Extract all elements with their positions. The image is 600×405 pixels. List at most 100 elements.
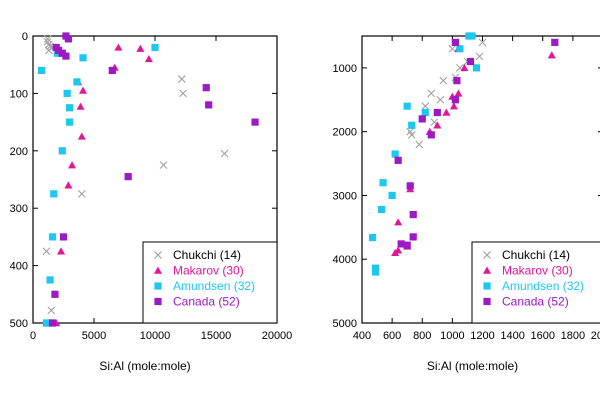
left-legend-marker-canada: [154, 297, 162, 306]
left-point-canada: [58, 49, 66, 57]
left-point-canada: [251, 118, 259, 126]
right-x-tick-label: 1800: [561, 330, 585, 342]
right-point-chukchi-stroke-b: [456, 63, 464, 72]
left-point-chukchi-stroke-b: [220, 149, 229, 158]
left-y-tick-label: 300: [10, 203, 28, 215]
left-y-tick-label: 200: [10, 146, 28, 158]
right-point-makarov: [460, 63, 469, 72]
left-x-tick-label: 0: [30, 330, 36, 342]
right-y-tick-label: 1000: [333, 63, 357, 75]
right-point-canada: [453, 77, 461, 85]
left-point-chukchi: [220, 149, 229, 158]
right-point-makarov: [394, 246, 403, 254]
right-point-canada: [451, 96, 459, 104]
left-point-chukchi: [42, 247, 51, 256]
left-point-amundsen: [46, 276, 54, 284]
left-point-canada: [48, 319, 57, 327]
left-point-amundsen: [66, 118, 74, 126]
left-point-canada: [51, 290, 59, 298]
right-point-canada: [433, 108, 441, 117]
left-y-tick-label: 500: [10, 318, 28, 330]
left-point-chukchi: [177, 75, 186, 83]
right-point-amundsen: [371, 268, 380, 276]
left-legend-box: [142, 241, 278, 324]
left-point-chukchi-stroke-b: [43, 37, 52, 46]
left-point-amundsen: [63, 89, 71, 97]
right-point-chukchi-stroke-b: [436, 95, 445, 104]
right-point-makarov: [454, 89, 463, 97]
left-x-axis-label: Si:Al (mole:mole): [99, 359, 190, 373]
left-legend-label-canada: Canada (52): [173, 295, 240, 309]
right-x-tick-label: 1000: [440, 330, 464, 342]
left-legend-marker-makarov: [154, 266, 162, 274]
right-point-canada: [403, 241, 411, 249]
right-point-makarov: [547, 51, 556, 59]
left-point-makarov: [136, 44, 145, 52]
left-point-chukchi-stroke-b: [47, 306, 56, 315]
right-legend-label-canada: Canada (52): [502, 295, 569, 309]
right-point-canada: [451, 38, 459, 46]
left-point-canada: [62, 52, 70, 60]
right-point-amundsen: [468, 32, 476, 40]
left-legend-label-chukchi: Chukchi (14): [173, 248, 241, 262]
right-point-chukchi: [478, 38, 487, 47]
left-x-tick-label: 10000: [140, 330, 171, 342]
right-point-chukchi: [407, 130, 416, 139]
right-point-chukchi-stroke-b: [406, 127, 415, 136]
right-point-canada: [427, 131, 435, 139]
right-point-makarov: [394, 218, 403, 226]
left-point-chukchi: [43, 37, 52, 46]
left-point-chukchi: [44, 46, 53, 55]
left-point-makarov: [64, 181, 73, 189]
left-legend-marker-amundsen: [154, 282, 162, 290]
right-legend-marker-makarov: [483, 266, 491, 274]
right-point-canada: [409, 233, 417, 241]
right-point-canada: [397, 240, 405, 248]
right-x-tick-label: 600: [383, 330, 401, 342]
right-point-makarov: [449, 102, 458, 110]
right-point-chukchi-stroke-b: [475, 52, 484, 61]
right-point-amundsen: [391, 150, 399, 158]
chart-left: 0 5000 10000 15000 20000 0 100 200 300 400 500 Si:A…: [0, 0, 300, 400]
left-point-makarov: [76, 102, 85, 110]
right-point-chukchi-stroke-b: [427, 89, 436, 98]
right-y-tick-label: 3000: [333, 190, 357, 202]
left-point-amundsen: [79, 54, 87, 62]
right-point-canada: [406, 182, 414, 190]
left-point-chukchi-stroke-b: [179, 89, 187, 98]
right-legend-label-makarov: Makarov (30): [502, 264, 573, 278]
right-legend-label-chukchi: Chukchi (14): [502, 248, 570, 262]
right-points: [368, 32, 559, 276]
left-point-makarov: [144, 54, 153, 63]
left-legend-marker-chukchi: [154, 251, 162, 259]
right-point-canada: [409, 210, 417, 219]
right-point-amundsen: [371, 264, 380, 272]
left-point-canada: [205, 101, 213, 109]
right-point-chukchi: [415, 140, 424, 149]
right-x-tick-label: 400: [353, 330, 371, 342]
right-point-makarov: [442, 108, 451, 116]
left-point-amundsen: [50, 190, 58, 198]
right-point-chukchi-stroke-b: [448, 44, 457, 53]
left-points: [37, 32, 259, 327]
right-legend-marker-canada: [483, 297, 491, 306]
left-point-canada: [124, 173, 132, 181]
left-point-makarov: [77, 132, 86, 140]
left-point-makarov: [79, 86, 88, 94]
chart-left-svg: 0 5000 10000 15000 20000 0 100 200 300 400 500 Si:A…: [10, 31, 293, 373]
left-legend-label-makarov: Makarov (30): [173, 264, 244, 278]
left-point-canada: [108, 66, 116, 75]
right-point-chukchi: [475, 52, 484, 61]
right-x-tick-label: 1600: [531, 330, 555, 342]
right-y-tick-label: 2000: [333, 127, 357, 139]
right-point-amundsen: [472, 64, 481, 72]
left-legend-marker-chukchi-stroke-b: [154, 251, 162, 259]
left-point-amundsen: [151, 43, 159, 52]
left-point-makarov: [68, 161, 77, 169]
left-point-canada: [202, 84, 210, 92]
right-legend-marker-amundsen: [483, 282, 491, 290]
left-point-canada: [64, 35, 72, 43]
right-x-tick-label: 1200: [470, 330, 494, 342]
right-point-amundsen: [456, 45, 464, 53]
right-point-chukchi: [436, 95, 445, 104]
